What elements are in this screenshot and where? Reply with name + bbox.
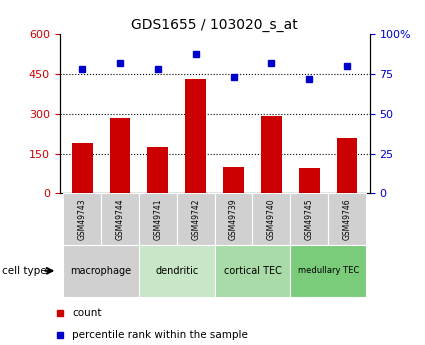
Text: cortical TEC: cortical TEC xyxy=(224,266,281,276)
Bar xyxy=(139,245,215,297)
Text: macrophage: macrophage xyxy=(71,266,132,276)
Text: medullary TEC: medullary TEC xyxy=(298,266,359,275)
Bar xyxy=(252,193,290,245)
Bar xyxy=(177,193,215,245)
Bar xyxy=(72,143,93,193)
Text: dendritic: dendritic xyxy=(155,266,198,276)
Text: GSM49742: GSM49742 xyxy=(191,198,200,240)
Text: GSM49746: GSM49746 xyxy=(343,198,351,240)
Bar xyxy=(110,118,130,193)
Text: cell type: cell type xyxy=(2,266,47,276)
Text: GSM49739: GSM49739 xyxy=(229,198,238,240)
Text: GSM49741: GSM49741 xyxy=(153,198,162,240)
Bar xyxy=(223,167,244,193)
Bar xyxy=(215,193,252,245)
Bar xyxy=(328,193,366,245)
Bar xyxy=(337,138,357,193)
Bar xyxy=(299,168,320,193)
Bar xyxy=(147,147,168,193)
Bar xyxy=(290,245,366,297)
Text: GSM49744: GSM49744 xyxy=(116,198,125,240)
Title: GDS1655 / 103020_s_at: GDS1655 / 103020_s_at xyxy=(131,18,298,32)
Bar xyxy=(215,245,290,297)
Text: count: count xyxy=(72,308,102,318)
Bar xyxy=(63,245,139,297)
Text: GSM49745: GSM49745 xyxy=(305,198,314,240)
Text: percentile rank within the sample: percentile rank within the sample xyxy=(72,330,248,340)
Text: GSM49743: GSM49743 xyxy=(78,198,87,240)
Bar xyxy=(63,193,101,245)
Text: GSM49740: GSM49740 xyxy=(267,198,276,240)
Bar xyxy=(290,193,328,245)
Bar xyxy=(261,117,282,193)
Bar xyxy=(101,193,139,245)
Bar xyxy=(139,193,177,245)
Bar xyxy=(185,79,206,193)
